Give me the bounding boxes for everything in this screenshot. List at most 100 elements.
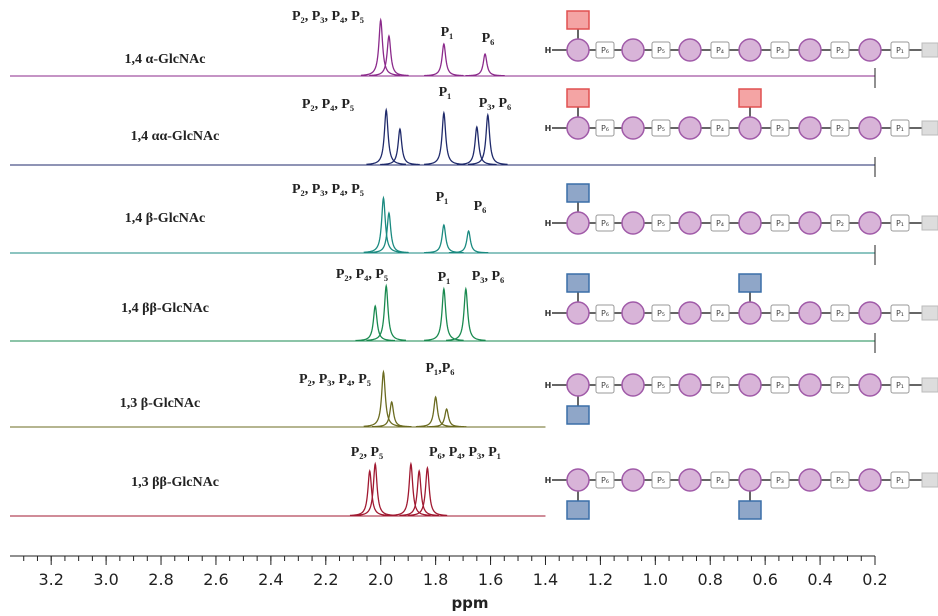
residue	[739, 117, 761, 139]
unit-label: P₅	[657, 476, 665, 485]
peak	[416, 397, 456, 427]
unit-label: P₁	[896, 219, 904, 228]
chain-start: H	[545, 46, 552, 55]
unit-label: P₅	[657, 381, 665, 390]
peak-label: P₃, P₆	[479, 96, 512, 111]
peak	[468, 115, 508, 164]
series-label: 1,3 ββ-GlcNAc	[131, 475, 219, 490]
x-tick-label: 2.2	[313, 570, 338, 589]
glcnac	[567, 11, 589, 29]
residue	[799, 469, 821, 491]
peak-label: P₁	[436, 190, 449, 205]
chain-end	[922, 121, 938, 135]
glcnac	[739, 501, 761, 519]
unit-label: P₆	[601, 381, 609, 390]
residue	[739, 469, 761, 491]
glcnac	[567, 406, 589, 424]
unit-label: P₃	[776, 124, 784, 133]
peak	[424, 113, 464, 164]
chain-diagram: HP₆P₅P₄P₃P₂P₁	[545, 89, 938, 139]
peak-label: P₆	[474, 199, 487, 214]
x-tick-label: 1.4	[533, 570, 558, 589]
peak	[465, 54, 505, 76]
peak	[424, 225, 464, 253]
unit-label: P₁	[896, 46, 904, 55]
series-label: 1,3 β-GlcNAc	[120, 396, 200, 411]
series-label: 1,4 α-GlcNAc	[125, 52, 206, 67]
unit-label: P₃	[776, 381, 784, 390]
x-tick-label: 1.8	[423, 570, 448, 589]
residue	[622, 39, 644, 61]
residue	[622, 374, 644, 396]
unit-label: P₆	[601, 124, 609, 133]
residue	[799, 302, 821, 324]
residue	[799, 39, 821, 61]
x-tick-label: 1.6	[478, 570, 503, 589]
chart: ppm 3.23.02.82.62.42.22.01.81.61.41.21.0…	[0, 0, 938, 616]
residue	[739, 374, 761, 396]
unit-label: P₄	[716, 309, 724, 318]
glcnac	[739, 274, 761, 292]
chain-diagram: HP₆P₅P₄P₃P₂P₁	[545, 374, 938, 424]
unit-label: P₅	[657, 124, 665, 133]
x-tick-label: 2.6	[203, 570, 228, 589]
residue	[859, 374, 881, 396]
residue	[567, 117, 589, 139]
peak-label: P₁	[438, 270, 451, 285]
chain-start: H	[545, 381, 552, 390]
unit-label: P₄	[716, 124, 724, 133]
unit-label: P₂	[836, 381, 844, 390]
x-tick-label: 0.8	[698, 570, 723, 589]
residue	[859, 117, 881, 139]
x-axis-label: ppm	[451, 594, 488, 612]
x-tick-label: 1.2	[588, 570, 613, 589]
peak	[366, 110, 406, 164]
unit-label: P₃	[776, 219, 784, 228]
chain-end	[922, 306, 938, 320]
x-tick-label: 2.8	[148, 570, 173, 589]
peak-label: P₂, P₃, P₄, P₅	[292, 182, 364, 197]
peak	[446, 289, 486, 340]
unit-label: P₆	[601, 309, 609, 318]
peak-label: P₃, P₆	[472, 269, 505, 284]
unit-label: P₅	[657, 309, 665, 318]
unit-label: P₄	[716, 219, 724, 228]
glcnac	[567, 184, 589, 202]
residue	[567, 39, 589, 61]
peak-label: P₁	[441, 25, 454, 40]
x-tick-label: 3.0	[93, 570, 118, 589]
chain-start: H	[545, 124, 552, 133]
residue	[622, 117, 644, 139]
residue	[567, 374, 589, 396]
series-label: 1,4 αα-GlcNAc	[131, 129, 220, 144]
chain-start: H	[545, 476, 552, 485]
peak	[355, 464, 395, 515]
residue	[799, 117, 821, 139]
peak	[380, 129, 420, 165]
unit-label: P₂	[836, 46, 844, 55]
chain-end	[922, 43, 938, 57]
chain-end	[922, 473, 938, 487]
x-tick-label: 3.2	[38, 570, 63, 589]
residue	[859, 469, 881, 491]
x-tick-label: 1.0	[643, 570, 668, 589]
glcnac	[567, 501, 589, 519]
peak	[366, 286, 406, 340]
residue	[567, 469, 589, 491]
peak-label: P₂, P₅	[351, 445, 384, 460]
residue	[679, 39, 701, 61]
residue	[679, 469, 701, 491]
peak	[364, 198, 404, 252]
glcnac	[567, 274, 589, 292]
residue	[679, 374, 701, 396]
chain-start: H	[545, 219, 552, 228]
unit-label: P₃	[776, 46, 784, 55]
unit-label: P₁	[896, 309, 904, 318]
x-tick-label: 0.4	[807, 570, 832, 589]
residue	[567, 212, 589, 234]
residue	[799, 374, 821, 396]
unit-label: P₂	[836, 219, 844, 228]
peak	[424, 289, 464, 340]
unit-label: P₂	[836, 476, 844, 485]
